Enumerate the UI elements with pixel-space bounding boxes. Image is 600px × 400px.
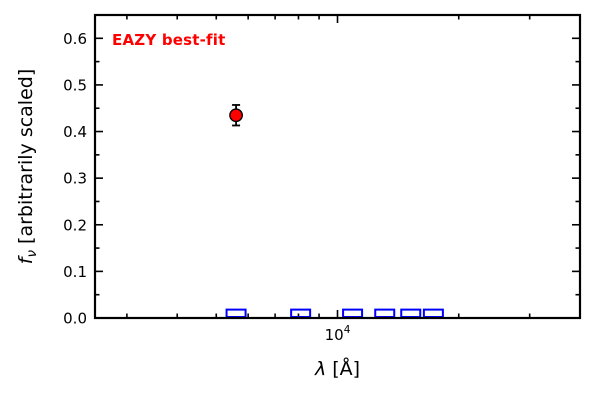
y-axis-label: fν [arbitrarily scaled] bbox=[15, 69, 40, 264]
photometry-box bbox=[374, 308, 396, 318]
photometry-box bbox=[422, 308, 444, 318]
best-fit-point-group bbox=[229, 104, 243, 127]
y-tick-label: 0.3 bbox=[63, 170, 87, 188]
photometry-boxes bbox=[225, 308, 444, 318]
y-tick-label: 0.5 bbox=[63, 76, 87, 94]
photometry-box bbox=[342, 308, 364, 318]
x-axis-label: λ [Å] bbox=[314, 357, 360, 380]
y-tick-label: 0.1 bbox=[63, 263, 87, 281]
photometry-box bbox=[400, 308, 422, 318]
x-tick-label: 104 bbox=[325, 324, 351, 344]
photometry-box bbox=[290, 308, 312, 318]
axis-ticks bbox=[95, 14, 580, 319]
y-tick-label: 0.6 bbox=[63, 30, 87, 48]
plot-frame bbox=[93, 13, 582, 320]
y-tick-label: 0.2 bbox=[63, 216, 87, 234]
best-fit-point bbox=[229, 108, 243, 123]
y-tick-label: 0.4 bbox=[63, 123, 87, 141]
photometry-box bbox=[225, 308, 247, 318]
y-tick-label: 0.0 bbox=[63, 310, 87, 328]
best-fit-annotation: EAZY best-fit bbox=[112, 31, 226, 49]
